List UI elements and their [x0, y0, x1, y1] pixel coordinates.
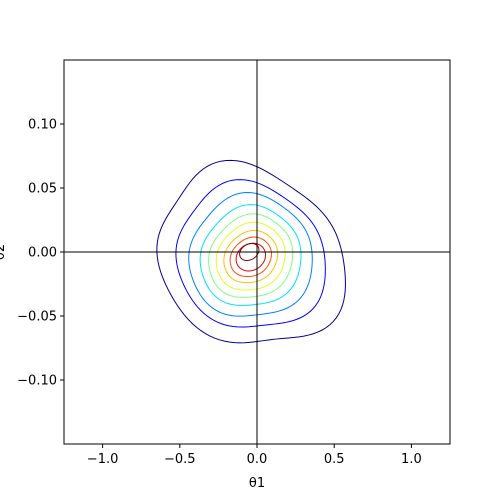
y-axis-ticks: 0.10 0.05 0.00 −0.05 −0.10 [17, 118, 64, 389]
contour-level-3 [188, 191, 313, 317]
contour-level-4 [199, 204, 302, 306]
x-tick-label: 0.5 [324, 452, 345, 467]
contour-lines [156, 159, 346, 344]
y-tick-label: 0.10 [28, 118, 57, 133]
contour-level-8 [229, 236, 272, 278]
x-tick-label: −1.0 [87, 452, 119, 467]
contour-level-10 [239, 243, 260, 261]
y-tick-label: −0.05 [17, 310, 57, 325]
y-tick-label: 0.05 [28, 182, 57, 197]
x-tick-label: −0.5 [164, 452, 196, 467]
contour-level-6 [215, 221, 286, 291]
y-tick-label: −0.10 [17, 374, 57, 389]
contour-level-5 [208, 213, 294, 298]
x-tick-label: 1.0 [401, 452, 422, 467]
contour-level-1 [156, 159, 346, 344]
x-axis-ticks: −1.0 −0.5 0.0 0.5 1.0 [87, 444, 422, 467]
x-tick-label: 0.0 [247, 452, 268, 467]
x-axis-label: θ1 [249, 476, 265, 491]
contour-level-2 [175, 179, 326, 328]
y-tick-label: 0.00 [28, 246, 57, 261]
contour-level-7 [223, 229, 279, 284]
y-axis-label: θ2 [0, 244, 8, 260]
